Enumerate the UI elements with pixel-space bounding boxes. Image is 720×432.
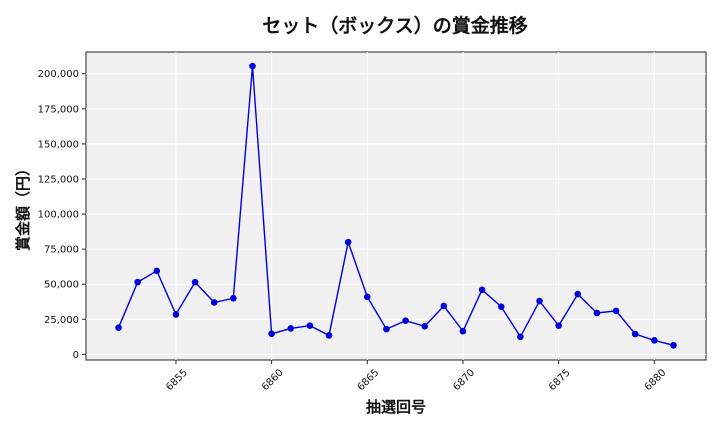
x-tick-label: 6855: [164, 367, 190, 393]
plot-area: [85, 51, 707, 361]
data-point: [230, 294, 237, 302]
data-point: [670, 341, 677, 349]
data-point: [612, 307, 620, 315]
x-tick-label: 6860: [260, 367, 286, 393]
x-axis-ticks: 6855 6860 6865 6870 6875 6880: [164, 360, 668, 393]
data-point: [172, 311, 180, 318]
data-point: [440, 302, 448, 310]
chart-title: セット（ボックス）の賞金推移: [262, 14, 527, 37]
data-point: [574, 290, 582, 298]
data-point: [325, 332, 333, 339]
y-tick-label: 200,000: [38, 69, 79, 80]
series-group: [115, 62, 677, 349]
data-point: [478, 286, 486, 294]
data-point: [153, 267, 161, 275]
data-point: [306, 322, 314, 329]
data-point: [555, 322, 562, 329]
data-point: [287, 325, 295, 332]
data-point: [536, 297, 543, 305]
data-point: [115, 324, 122, 332]
y-tick-label: 75,000: [44, 245, 79, 256]
x-tick-label: 6865: [356, 367, 382, 393]
data-point: [249, 62, 256, 70]
data-point: [383, 325, 390, 333]
y-tick-label: 100,000: [38, 210, 79, 221]
y-tick-label: 175,000: [38, 104, 79, 115]
data-point: [421, 323, 429, 330]
data-point: [459, 327, 467, 335]
y-axis-label: 賞金額（円）: [14, 161, 32, 251]
data-point: [631, 330, 639, 338]
y-axis-ticks: 0 25,000 50,000 75,000 100,000 125,000 150,000…: [38, 69, 86, 361]
y-tick-label: 150,000: [38, 139, 79, 150]
grid: [86, 52, 706, 360]
data-point: [344, 238, 352, 246]
data-point: [593, 309, 601, 317]
y-tick-label: 50,000: [44, 280, 79, 291]
y-tick-label: 125,000: [38, 174, 79, 185]
x-axis-label: 抽選回号: [366, 398, 426, 416]
data-point: [210, 299, 218, 306]
data-point: [191, 278, 199, 286]
data-point: [363, 293, 371, 301]
data-point: [497, 303, 505, 310]
data-point: [517, 333, 524, 341]
y-tick-label: 0: [73, 350, 79, 361]
data-point: [402, 317, 409, 325]
x-tick-label: 6875: [547, 367, 573, 393]
data-point: [134, 278, 141, 286]
data-point: [268, 330, 275, 338]
series-line: [117, 65, 674, 346]
x-tick-label: 6880: [643, 367, 669, 393]
data-point: [651, 337, 658, 344]
x-tick-label: 6870: [451, 367, 477, 393]
y-tick-label: 25,000: [44, 315, 79, 326]
